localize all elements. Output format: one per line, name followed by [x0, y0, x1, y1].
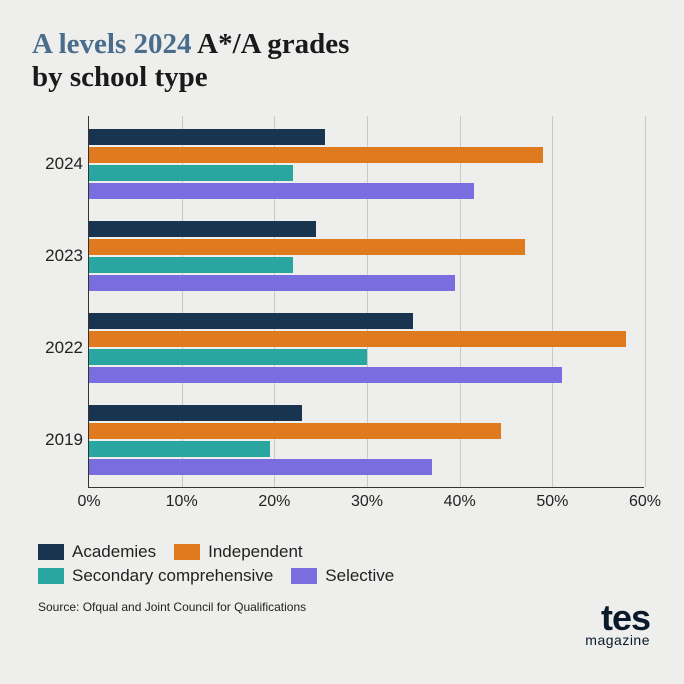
legend-swatch	[38, 568, 64, 584]
title-line-1: A levels 2024 A*/A grades	[32, 28, 652, 61]
x-tick-label: 60%	[629, 493, 661, 511]
gridline	[552, 116, 553, 487]
legend-item: Academies	[38, 542, 156, 562]
legend-swatch	[38, 544, 64, 560]
x-tick-label: 10%	[166, 493, 198, 511]
y-category-label: 2024	[37, 154, 83, 174]
chart-title: A levels 2024 A*/A grades by school type	[32, 28, 652, 94]
title-prefix: A levels 2024	[32, 28, 192, 60]
bar	[89, 183, 474, 199]
chart-area: 0%10%20%30%40%50%60%2024202320222019	[36, 116, 646, 516]
legend-label: Independent	[208, 542, 303, 562]
legend-row: Secondary comprehensive Selective	[38, 566, 652, 586]
bar	[89, 165, 293, 181]
bar	[89, 331, 626, 347]
legend-label: Secondary comprehensive	[72, 566, 273, 586]
y-category-label: 2023	[37, 246, 83, 266]
x-tick-label: 50%	[536, 493, 568, 511]
bar	[89, 423, 501, 439]
legend-row: Academies Independent	[38, 542, 652, 562]
x-tick-label: 0%	[77, 493, 100, 511]
x-tick-label: 30%	[351, 493, 383, 511]
logo-sub: magazine	[585, 632, 650, 648]
bar	[89, 221, 316, 237]
bar	[89, 313, 413, 329]
y-category-label: 2022	[37, 338, 83, 358]
bar	[89, 441, 270, 457]
legend-swatch	[174, 544, 200, 560]
bar	[89, 459, 432, 475]
legend-swatch	[291, 568, 317, 584]
legend-label: Academies	[72, 542, 156, 562]
bar	[89, 349, 367, 365]
legend-item: Selective	[291, 566, 394, 586]
legend-item: Independent	[174, 542, 303, 562]
bar	[89, 257, 293, 273]
bar	[89, 405, 302, 421]
y-category-label: 2019	[37, 430, 83, 450]
bar	[89, 239, 525, 255]
legend-item: Secondary comprehensive	[38, 566, 273, 586]
x-tick-label: 40%	[444, 493, 476, 511]
legend: Academies Independent Secondary comprehen…	[38, 542, 652, 586]
publisher-logo: tes magazine	[585, 602, 650, 648]
logo-main: tes	[585, 602, 650, 634]
plot-area: 0%10%20%30%40%50%60%2024202320222019	[88, 116, 644, 488]
bar	[89, 275, 455, 291]
title-rest-1: A*/A grades	[192, 28, 350, 60]
source-text: Source: Ofqual and Joint Council for Qua…	[38, 600, 652, 614]
title-line-2: by school type	[32, 61, 652, 94]
gridline	[645, 116, 646, 487]
x-tick-label: 20%	[258, 493, 290, 511]
legend-label: Selective	[325, 566, 394, 586]
bar	[89, 367, 562, 383]
bar	[89, 129, 325, 145]
bar	[89, 147, 543, 163]
